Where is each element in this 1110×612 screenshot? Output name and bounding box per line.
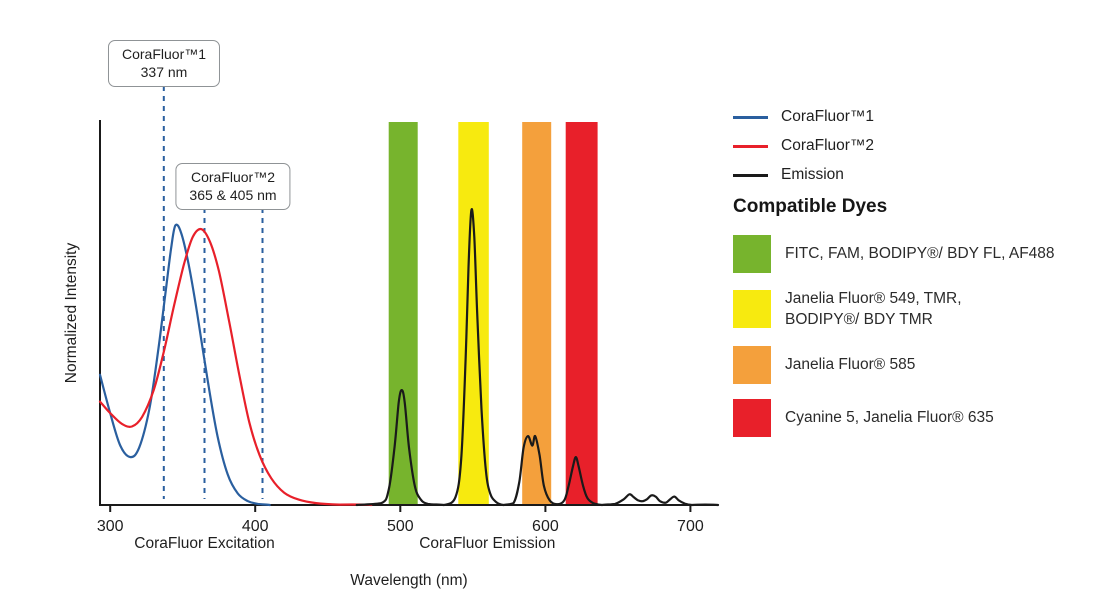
x-tick-label: 600 [532,518,559,535]
legend-label: Emission [781,166,844,183]
dye-row-orange: Janelia Fluor® 585 [733,345,1108,384]
compatible-dyes-heading: Compatible Dyes [733,196,888,217]
dye-row-green: FITC, FAM, BODIPY®/ BDY FL, AF488 [733,235,1108,273]
dye-label: FITC, FAM, BODIPY®/ BDY FL, AF488 [785,243,1055,264]
annotation-box1-title: CoraFluor™1 [121,46,207,62]
region-label: CoraFluor Excitation [134,535,274,552]
legend-item-corafluor2: CoraFluor™2 [733,137,874,155]
dye-label-line: Janelia Fluor® 585 [785,356,916,374]
annotation-box-corafluor2: CoraFluor™2 365 & 405 nm [175,163,291,210]
dye-label: Janelia Fluor® 585 [785,354,915,375]
dye-label: Janelia Fluor® 549, TMR, BODIPY®/ BDY TM… [785,288,962,331]
annotation-box1-value: 337 nm [140,64,188,81]
excitation-curve-corafluor2 [98,227,373,507]
filter-band-red [565,122,598,505]
legend-line-swatch-red [733,144,768,148]
x-axis-title: Wavelength (nm) [350,572,467,589]
dye-row-yellow: Janelia Fluor® 549, TMR, BODIPY®/ BDY TM… [733,288,1108,331]
x-tick-label: 700 [677,518,704,535]
dye-swatch-red [733,398,771,437]
excitation-curve-corafluor1 [98,223,271,507]
x-tick-label: 400 [242,518,269,535]
dye-swatch-yellow [733,290,771,329]
legend-line-swatch-blue [733,115,768,119]
emission-curve [355,207,720,507]
y-axis-title: Normalized Intensity [63,243,80,384]
legend-label: CoraFluor™1 [781,108,875,125]
dye-row-red: Cyanine 5, Janelia Fluor® 635 [733,398,1108,437]
dye-label-line: BODIPY®/ BDY TMR [785,311,933,329]
region-label: CoraFluor Emission [419,535,555,552]
filter-band-green [388,122,418,505]
dye-swatch-orange [733,345,771,384]
dye-swatch-green [733,235,771,273]
x-tick-label: 300 [97,518,124,535]
annotation-box2-value: 365 & 405 nm [189,187,277,204]
legend-label: CoraFluor™2 [781,137,875,154]
dye-label-line: Cyanine 5, Janelia Fluor® 635 [785,409,994,427]
annotation-box-corafluor1: CoraFluor™1 337 nm [107,40,221,87]
dye-label-line: Janelia Fluor® 549, TMR, [785,290,962,307]
annotation-box2-title: CoraFluor™2 [190,169,276,185]
dye-label-line: FITC, FAM, BODIPY®/ BDY FL, AF488 [785,245,1055,263]
compatible-dyes-panel: Compatible Dyes FITC, FAM, BODIPY®/ BDY … [733,196,1108,452]
legend-item-corafluor1: CoraFluor™1 [733,108,874,126]
filter-band-orange [522,122,552,505]
legend-line-swatch-black [733,173,768,177]
legend-item-emission: Emission [733,166,874,184]
legend: CoraFluor™1 CoraFluor™2 Emission [733,108,874,184]
dye-label: Cyanine 5, Janelia Fluor® 635 [785,407,994,428]
x-tick-label: 500 [387,518,414,535]
